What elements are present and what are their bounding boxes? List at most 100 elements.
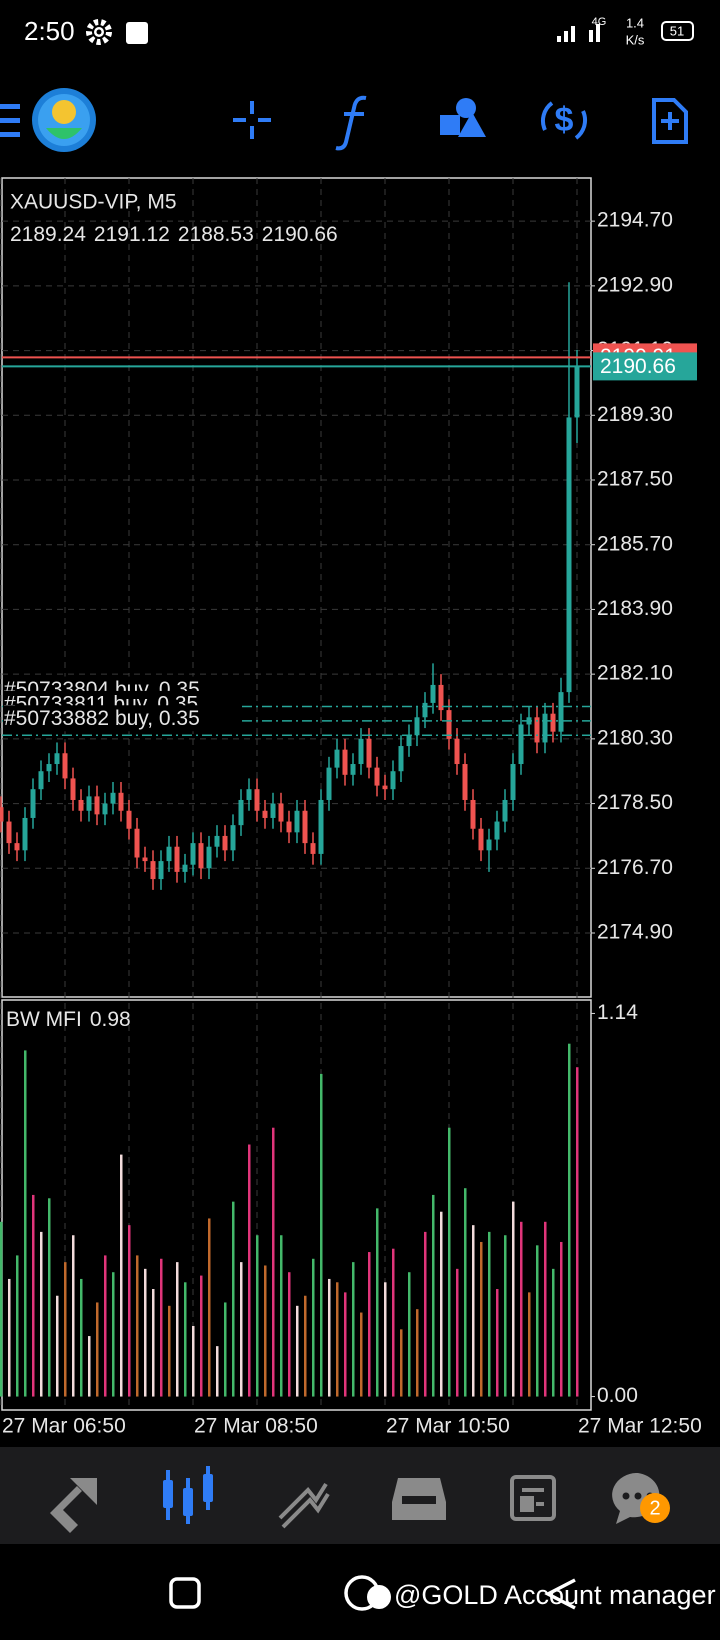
candle-body: [54, 753, 60, 765]
bar: [160, 1258, 163, 1397]
x-tick-label: 27 Mar 10:50: [386, 1415, 510, 1438]
bar: [392, 1248, 395, 1397]
objects-button[interactable]: [440, 98, 486, 137]
bar: [360, 1312, 363, 1397]
x-tick-label: 27 Mar 12:50: [578, 1415, 702, 1438]
y-tick-label: 2185.70: [597, 532, 673, 555]
candle-body: [110, 792, 116, 804]
bar: [384, 1282, 387, 1397]
candle-body: [422, 702, 428, 718]
bar: [312, 1258, 315, 1397]
bar: [232, 1201, 235, 1397]
y-tick-label: 2192.90: [597, 273, 673, 296]
messages-tab[interactable]: 2: [612, 1472, 670, 1524]
news-tab[interactable]: [510, 1475, 556, 1521]
plot: 2194.702192.902191.102189.302187.502185.…: [0, 178, 702, 1438]
bar: [8, 1278, 11, 1397]
bar: [272, 1127, 275, 1397]
candle-body: [78, 799, 84, 811]
indicator-pane: [1, 999, 592, 1411]
bar: [136, 1255, 139, 1397]
trade-tab[interactable]: [278, 1482, 330, 1529]
bar: [88, 1336, 91, 1397]
trade-button[interactable]: $: [541, 101, 587, 140]
bar: [248, 1144, 251, 1397]
candle-body: [150, 861, 156, 880]
candle-body: [62, 753, 68, 779]
candle-body: [398, 746, 404, 772]
candle-body: [142, 857, 148, 862]
svg-text:$: $: [555, 101, 574, 139]
candle-body: [14, 843, 20, 851]
clock: 2:50: [24, 16, 75, 46]
bar: [240, 1262, 243, 1397]
bar: [80, 1278, 83, 1397]
bar: [352, 1262, 355, 1397]
bar: [488, 1231, 491, 1397]
indicators-button[interactable]: [335, 95, 367, 151]
candle-body: [166, 846, 172, 862]
bar: [208, 1218, 211, 1397]
candle-body: [230, 825, 236, 851]
crosshair-button[interactable]: [233, 101, 271, 139]
bar: [576, 1067, 579, 1397]
bar: [320, 1073, 323, 1397]
notification-icon: [126, 22, 148, 44]
bar: [152, 1289, 155, 1397]
candle-body: [550, 713, 556, 732]
net-speed-unit: K/s: [626, 32, 645, 47]
bar: [464, 1188, 467, 1397]
candle-body: [454, 738, 460, 765]
candle-body: [494, 821, 500, 840]
candle-body: [206, 846, 212, 869]
candle-body: [294, 810, 300, 833]
bar: [424, 1231, 427, 1397]
bar: [72, 1235, 75, 1397]
quotes-tab[interactable]: [50, 1478, 97, 1533]
candle-body: [358, 738, 364, 765]
y-tick-label: 1.14: [597, 1001, 638, 1024]
bar: [512, 1201, 515, 1397]
battery-icon: [661, 21, 694, 41]
bar: [56, 1295, 59, 1397]
candle-body: [558, 692, 564, 732]
bar: [552, 1268, 555, 1397]
bar: [64, 1262, 67, 1397]
bar: [184, 1282, 187, 1397]
x-tick-label: 27 Mar 06:50: [2, 1415, 126, 1438]
history-tab[interactable]: [392, 1478, 446, 1520]
order-label-bg: [3, 705, 239, 732]
bar: [472, 1225, 475, 1397]
bar: [408, 1272, 411, 1397]
chart-tab[interactable]: [163, 1466, 213, 1524]
bar: [24, 1050, 27, 1397]
new-order-button[interactable]: [652, 98, 688, 144]
candle-body: [462, 764, 468, 800]
bottom-nav: [0, 1447, 720, 1544]
candle-body: [86, 796, 92, 811]
home-button[interactable]: [169, 1577, 201, 1609]
bar: [560, 1241, 563, 1397]
candle-body: [102, 803, 108, 815]
candle-body: [174, 846, 180, 872]
net-speed: 1.4: [626, 15, 644, 30]
indicator-value: 0.98: [90, 1008, 131, 1031]
menu-button[interactable]: [0, 104, 20, 137]
bar: [224, 1302, 227, 1397]
candle-body: [438, 684, 444, 711]
y-tick-label: 2178.50: [597, 791, 673, 814]
x-tick-label: 27 Mar 08:50: [194, 1415, 318, 1438]
back-button[interactable]: [544, 1578, 576, 1610]
candle-body: [446, 710, 452, 739]
bar: [504, 1235, 507, 1397]
app-logo[interactable]: [32, 88, 96, 152]
y-tick-label: 2189.30: [597, 403, 673, 426]
bar: [168, 1305, 171, 1397]
bar: [104, 1255, 107, 1397]
candle-body: [534, 717, 540, 743]
candle-body: [246, 789, 252, 800]
bar: [192, 1325, 195, 1397]
ohlc-readout: 2189.24 2191.12 2188.53 2190.66: [10, 223, 338, 246]
signal-icon: [557, 24, 600, 42]
bar: [456, 1268, 459, 1397]
